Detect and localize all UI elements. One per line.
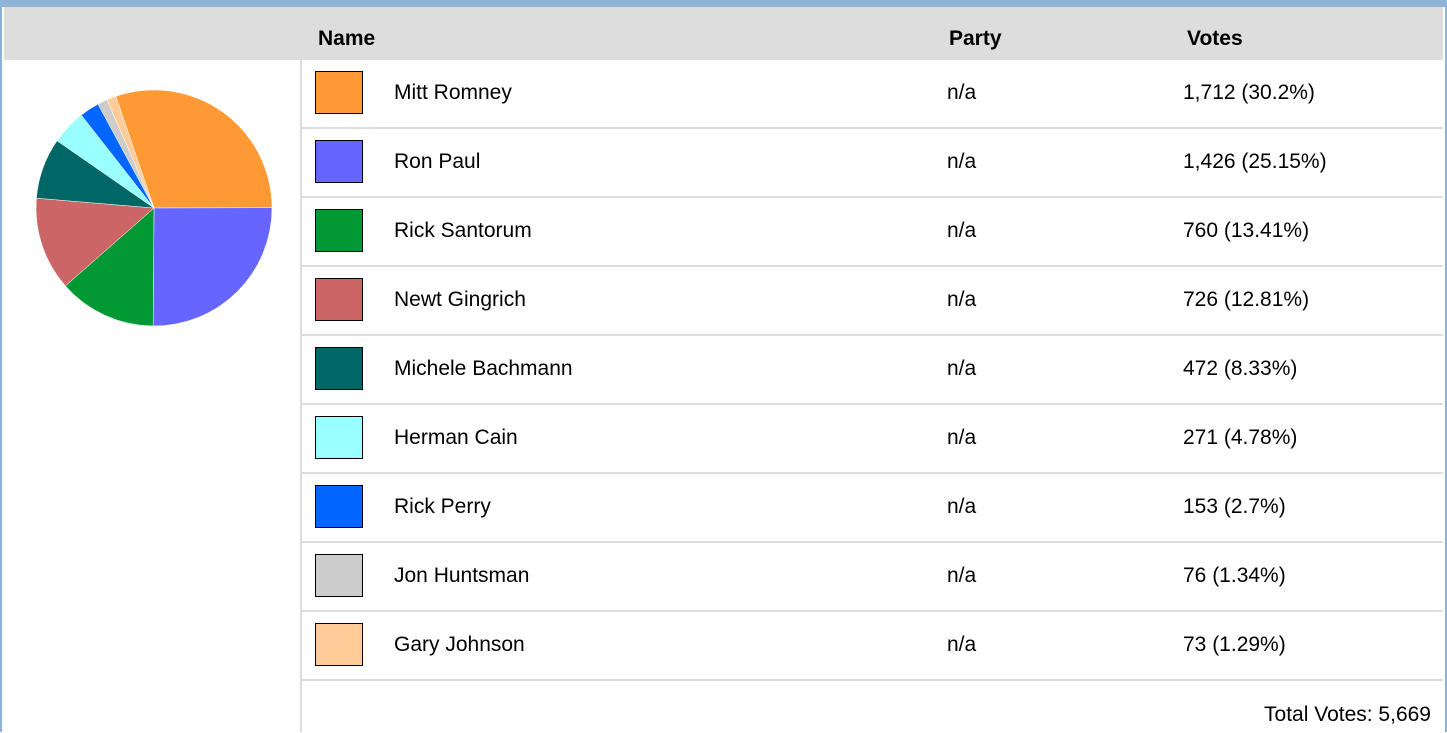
candidate-name: Ron Paul: [394, 150, 481, 173]
legend-swatch: [315, 209, 363, 252]
candidate-party: n/a: [947, 357, 977, 380]
table-row: Michele Bachmann n/a 472 (8.33%): [302, 336, 1443, 405]
legend-swatch: [315, 554, 363, 597]
header-party: Party: [949, 27, 1002, 50]
pie-slice: [65, 207, 155, 327]
header-name: Name: [318, 27, 376, 50]
pie-slice: [106, 96, 155, 209]
candidate-votes: 73 (1.29%): [1183, 633, 1286, 656]
table-row: Mitt Romney n/a 1,712 (30.2%): [302, 60, 1443, 129]
table-row: Rick Perry n/a 153 (2.7%): [302, 474, 1443, 543]
candidate-votes: 472 (8.33%): [1183, 357, 1298, 380]
pie-column: [4, 60, 302, 732]
total-votes: Total Votes: 5,669: [1264, 703, 1431, 726]
candidate-name: Rick Perry: [394, 495, 491, 518]
legend-swatch: [315, 140, 363, 183]
pie-chart: [35, 89, 273, 327]
candidate-party: n/a: [947, 150, 977, 173]
pie-slice: [115, 89, 273, 209]
legend-swatch: [315, 623, 363, 666]
table-row: Jon Huntsman n/a 76 (1.34%): [302, 543, 1443, 612]
table-row: Rick Santorum n/a 760 (13.41%): [302, 198, 1443, 267]
candidate-name: Michele Bachmann: [394, 357, 573, 380]
table-header: Name Party Votes: [4, 7, 1443, 60]
table-row: Ron Paul n/a 1,426 (25.15%): [302, 129, 1443, 198]
candidate-name: Jon Huntsman: [394, 564, 530, 587]
candidate-party: n/a: [947, 564, 977, 587]
candidate-votes: 271 (4.78%): [1183, 426, 1298, 449]
candidate-name: Rick Santorum: [394, 219, 532, 242]
candidate-name: Newt Gingrich: [394, 288, 526, 311]
candidate-votes: 1,426 (25.15%): [1183, 150, 1327, 173]
candidate-name: Gary Johnson: [394, 633, 525, 656]
legend-swatch: [315, 416, 363, 459]
candidate-votes: 1,712 (30.2%): [1183, 81, 1315, 104]
candidate-name: Mitt Romney: [394, 81, 512, 104]
candidate-party: n/a: [947, 495, 977, 518]
legend-swatch: [315, 278, 363, 321]
pie-slice: [35, 197, 155, 287]
candidate-party: n/a: [947, 81, 977, 104]
candidate-votes: 726 (12.81%): [1183, 288, 1310, 311]
candidate-votes: 153 (2.7%): [1183, 495, 1286, 518]
top-border: [2, 2, 1445, 7]
total-row: Total Votes: 5,669: [302, 681, 1443, 733]
candidate-party: n/a: [947, 633, 977, 656]
pie-slice: [152, 207, 273, 327]
results-table: Mitt Romney n/a 1,712 (30.2%) Ron Paul n/a 1,…: [302, 60, 1443, 733]
header-votes: Votes: [1187, 27, 1243, 50]
candidate-name: Herman Cain: [394, 426, 518, 449]
table-row: Gary Johnson n/a 73 (1.29%): [302, 612, 1443, 681]
candidate-party: n/a: [947, 219, 977, 242]
candidate-party: n/a: [947, 288, 977, 311]
legend-swatch: [315, 71, 363, 114]
legend-swatch: [315, 347, 363, 390]
candidate-party: n/a: [947, 426, 977, 449]
table-row: Newt Gingrich n/a 726 (12.81%): [302, 267, 1443, 336]
legend-swatch: [315, 485, 363, 528]
candidate-votes: 76 (1.34%): [1183, 564, 1286, 587]
table-row: Herman Cain n/a 271 (4.78%): [302, 405, 1443, 474]
candidate-votes: 760 (13.41%): [1183, 219, 1310, 242]
